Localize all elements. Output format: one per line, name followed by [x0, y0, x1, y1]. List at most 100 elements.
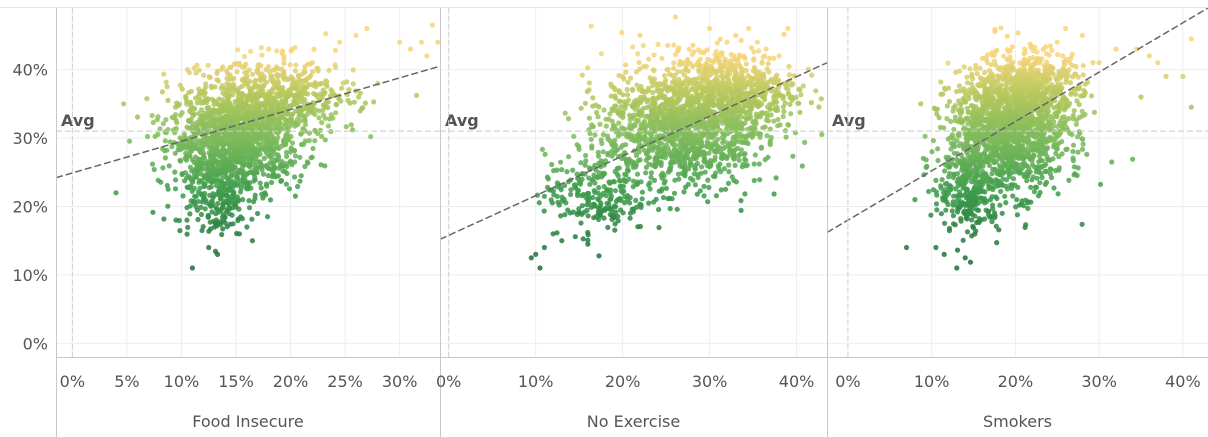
data-point: [950, 199, 956, 205]
data-point: [671, 146, 678, 152]
data-point: [1038, 85, 1044, 91]
data-point: [650, 83, 656, 89]
data-point: [259, 52, 265, 58]
data-point: [162, 155, 168, 161]
data-point: [289, 140, 296, 146]
data-point: [942, 86, 948, 92]
data-point: [776, 53, 782, 59]
data-point: [310, 145, 316, 152]
data-point: [177, 112, 184, 118]
data-point: [945, 60, 951, 66]
x-tick-label: 20%: [605, 372, 641, 391]
data-point: [164, 147, 170, 153]
data-point: [743, 61, 750, 67]
data-point: [962, 208, 968, 214]
data-point: [549, 161, 555, 168]
data-point: [231, 61, 237, 67]
data-point: [578, 105, 584, 111]
data-point: [322, 137, 328, 143]
data-point: [245, 135, 252, 141]
data-point: [618, 104, 624, 110]
data-point: [998, 25, 1004, 31]
data-point: [686, 135, 692, 141]
data-point: [760, 54, 766, 60]
data-point: [786, 63, 792, 70]
data-point: [249, 98, 255, 104]
x-tick-label: 30%: [382, 372, 418, 391]
data-point: [187, 203, 193, 209]
data-point: [725, 180, 732, 186]
data-point: [706, 150, 712, 156]
data-point: [161, 216, 167, 222]
data-point: [621, 76, 627, 82]
data-point: [718, 187, 724, 193]
data-point: [675, 171, 682, 177]
data-point: [818, 96, 824, 102]
data-point: [654, 82, 660, 88]
data-point: [580, 236, 586, 242]
data-point: [198, 211, 204, 218]
data-point: [930, 187, 937, 193]
data-point: [612, 188, 619, 194]
data-point: [177, 157, 183, 163]
data-point: [751, 177, 757, 184]
data-point: [687, 175, 694, 181]
data-point: [584, 89, 590, 95]
data-point: [1031, 189, 1037, 195]
data-point: [302, 122, 309, 128]
data-point: [707, 25, 713, 32]
data-point: [954, 247, 961, 253]
data-point: [289, 112, 295, 118]
data-point: [957, 189, 963, 195]
data-point: [681, 189, 687, 195]
data-point: [646, 56, 652, 62]
data-point: [572, 182, 578, 188]
data-point: [708, 157, 714, 164]
data-point: [664, 67, 670, 73]
data-point: [646, 161, 652, 167]
data-point: [275, 130, 281, 136]
data-point: [407, 46, 414, 52]
data-point: [980, 188, 986, 194]
data-point: [737, 151, 743, 157]
data-point: [639, 189, 646, 195]
data-point: [628, 75, 634, 81]
data-point: [544, 184, 551, 190]
data-point: [192, 141, 198, 147]
data-point: [253, 145, 259, 151]
data-point: [163, 117, 169, 123]
data-point: [234, 194, 240, 200]
data-point: [787, 101, 793, 107]
data-point: [219, 66, 225, 72]
data-point: [756, 48, 762, 54]
data-point: [743, 110, 749, 116]
data-point: [589, 143, 595, 149]
data-point: [235, 47, 241, 53]
data-point: [424, 53, 430, 59]
data-point: [659, 186, 665, 192]
data-point: [212, 248, 219, 254]
data-point: [288, 48, 294, 54]
data-point: [209, 209, 215, 215]
data-point: [780, 113, 786, 120]
data-point: [298, 131, 304, 137]
data-point: [633, 197, 639, 203]
data-point: [782, 100, 788, 106]
data-point: [325, 105, 331, 111]
data-point: [149, 112, 155, 119]
data-point: [943, 207, 949, 213]
data-point: [938, 79, 944, 85]
data-point: [686, 46, 692, 53]
data-point: [319, 120, 325, 126]
data-point: [633, 69, 640, 75]
data-point: [1021, 51, 1027, 57]
data-point: [542, 151, 548, 157]
data-point: [624, 86, 630, 93]
data-point: [663, 185, 670, 191]
data-point: [598, 51, 605, 57]
data-point: [762, 97, 768, 103]
data-point: [1060, 53, 1066, 59]
data-point: [248, 48, 254, 55]
data-point: [554, 167, 560, 173]
